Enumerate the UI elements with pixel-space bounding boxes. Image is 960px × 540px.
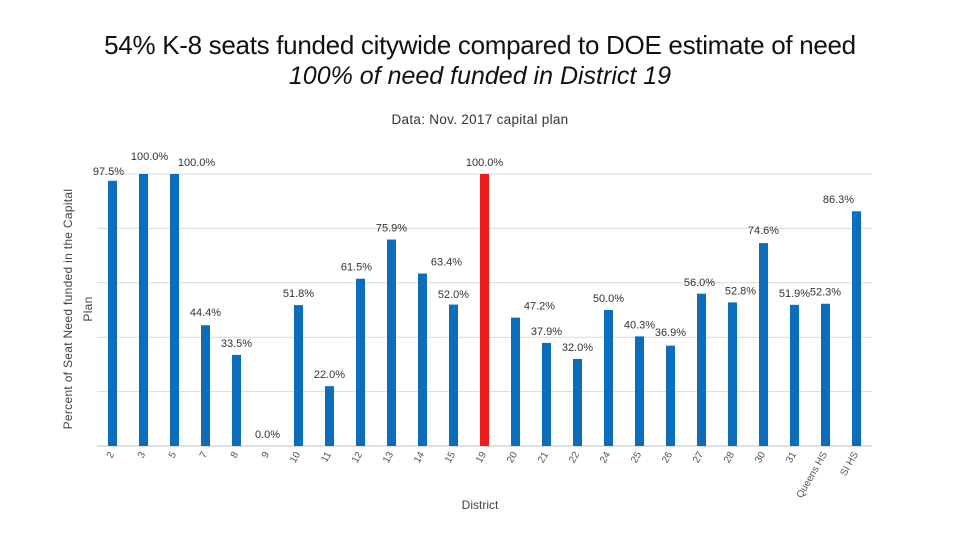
- bar-19: [480, 174, 489, 446]
- x-tick-label: 8: [229, 450, 242, 461]
- x-tick-label: 27: [691, 450, 706, 466]
- data-label: 100.0%: [178, 157, 216, 169]
- x-tick-label: 21: [536, 450, 551, 466]
- bar-20: [511, 317, 520, 446]
- bar-21: [542, 342, 551, 446]
- bar-2: [108, 180, 117, 447]
- data-label: 97.5%: [93, 166, 124, 178]
- bar-26: [666, 345, 675, 446]
- bar-15: [449, 304, 458, 446]
- bar-28: [728, 302, 737, 446]
- x-tick-label: Queens HS: [795, 450, 831, 501]
- data-label: 52.8%: [725, 285, 756, 297]
- data-label: 75.9%: [376, 223, 407, 235]
- x-tick-label: 11: [319, 450, 334, 465]
- x-tick-label: 31: [784, 450, 799, 466]
- data-label: 51.8%: [283, 288, 314, 300]
- data-label: 86.3%: [823, 194, 854, 206]
- data-label: 32.0%: [562, 342, 593, 354]
- data-label: 61.5%: [341, 262, 372, 274]
- source-note: Data: Nov. 2017 capital plan: [391, 112, 569, 127]
- data-label: 36.9%: [655, 327, 686, 339]
- data-label: 50.0%: [593, 293, 624, 305]
- x-tick-label: 9: [260, 450, 273, 461]
- bar-7: [201, 325, 210, 446]
- x-tick-label: 5: [167, 450, 180, 461]
- x-tick-label: 13: [381, 450, 396, 466]
- bar-queens-hs: [821, 303, 830, 446]
- bar-14: [418, 273, 427, 446]
- x-tick-label: 12: [350, 450, 365, 466]
- data-label: 56.0%: [684, 277, 715, 289]
- bar-31: [790, 304, 799, 446]
- x-tick-label: 19: [474, 450, 489, 466]
- data-label: 100.0%: [131, 151, 169, 163]
- x-tick-label: 10: [288, 450, 303, 466]
- bar-13: [387, 239, 396, 446]
- chart-subtitle: 100% of need funded in District 19: [288, 62, 672, 90]
- data-label: 22.0%: [314, 369, 345, 381]
- data-label: 100.0%: [466, 157, 504, 169]
- x-tick-label: 3: [136, 450, 149, 461]
- data-label: 0.0%: [255, 429, 280, 441]
- x-tick-label: 7: [198, 450, 211, 461]
- y-axis-label-line1: Percent of Seat Need funded in the Capit…: [61, 188, 75, 430]
- bar-10: [294, 305, 303, 446]
- bar-si-hs: [852, 211, 861, 446]
- bar-25: [635, 336, 644, 446]
- x-tick-label: SI HS: [839, 450, 862, 478]
- bar-12: [356, 278, 365, 446]
- data-label: 52.0%: [438, 289, 469, 301]
- data-label: 51.9%: [779, 288, 810, 300]
- x-tick-label: 14: [412, 450, 427, 466]
- x-tick-label: 30: [753, 450, 768, 466]
- x-tick-label: 28: [722, 450, 737, 466]
- bar-11: [325, 386, 334, 446]
- x-tick-label: 25: [629, 450, 644, 466]
- x-tick-label: 26: [660, 450, 675, 466]
- data-label: 47.2%: [524, 301, 555, 313]
- x-tick-label: 2: [105, 450, 118, 461]
- bar-22: [573, 358, 582, 446]
- data-label: 74.6%: [748, 225, 779, 237]
- data-label: 37.9%: [531, 326, 562, 338]
- x-tick-label: 22: [567, 450, 582, 466]
- x-tick-label: 15: [443, 450, 458, 466]
- chart-title: 54% K-8 seats funded citywide compared t…: [104, 30, 856, 60]
- data-label: 40.3%: [624, 319, 655, 331]
- x-tick-label: 20: [505, 450, 520, 466]
- data-label: 52.3%: [810, 287, 841, 299]
- data-label: 63.4%: [431, 257, 462, 269]
- bar-24: [604, 310, 613, 446]
- bar-3: [139, 174, 148, 446]
- bar-8: [232, 354, 241, 446]
- x-tick-label: 24: [598, 450, 613, 466]
- data-label: 44.4%: [190, 307, 221, 319]
- y-axis-label-line2: Plan: [81, 296, 95, 322]
- x-axis-label: District: [461, 498, 499, 512]
- bar-5: [170, 174, 179, 446]
- bar-27: [697, 293, 706, 446]
- data-label: 33.5%: [221, 338, 252, 350]
- bar-30: [759, 243, 768, 446]
